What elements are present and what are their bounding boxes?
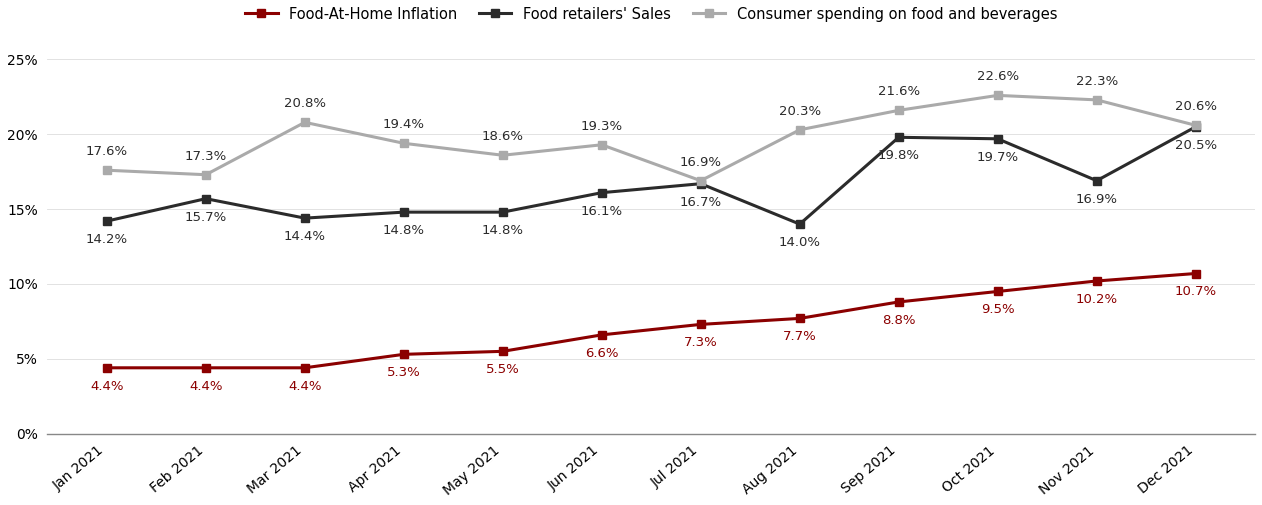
- Text: 14.0%: 14.0%: [779, 236, 820, 249]
- Text: 18.6%: 18.6%: [482, 130, 524, 143]
- Consumer spending on food and beverages: [891, 108, 906, 114]
- Consumer spending on food and beverages: [1089, 97, 1104, 103]
- Food retailers' Sales: [100, 218, 115, 224]
- Text: 19.8%: 19.8%: [877, 149, 920, 162]
- Text: 16.7%: 16.7%: [680, 195, 722, 209]
- Text: 14.2%: 14.2%: [86, 233, 127, 246]
- Text: 20.5%: 20.5%: [1175, 139, 1217, 152]
- Text: 10.7%: 10.7%: [1175, 285, 1217, 298]
- Line: Food-At-Home Inflation: Food-At-Home Inflation: [103, 270, 1199, 372]
- Food-At-Home Inflation: [793, 316, 808, 322]
- Food-At-Home Inflation: [396, 351, 411, 358]
- Text: 20.8%: 20.8%: [284, 97, 326, 111]
- Text: 19.7%: 19.7%: [977, 151, 1018, 164]
- Line: Food retailers' Sales: Food retailers' Sales: [103, 123, 1199, 228]
- Food retailers' Sales: [396, 209, 411, 215]
- Consumer spending on food and beverages: [495, 152, 510, 158]
- Food-At-Home Inflation: [594, 332, 610, 338]
- Food-At-Home Inflation: [1089, 278, 1104, 284]
- Text: 5.5%: 5.5%: [486, 363, 520, 376]
- Text: 20.6%: 20.6%: [1175, 100, 1217, 113]
- Food-At-Home Inflation: [693, 321, 708, 327]
- Consumer spending on food and beverages: [594, 142, 610, 148]
- Text: 4.4%: 4.4%: [90, 380, 124, 393]
- Text: 22.3%: 22.3%: [1075, 75, 1118, 88]
- Text: 16.9%: 16.9%: [680, 156, 722, 169]
- Food retailers' Sales: [991, 136, 1006, 142]
- Consumer spending on food and beverages: [396, 140, 411, 146]
- Food retailers' Sales: [793, 221, 808, 227]
- Line: Consumer spending on food and beverages: Consumer spending on food and beverages: [103, 91, 1199, 184]
- Text: 19.4%: 19.4%: [382, 118, 425, 131]
- Text: 14.8%: 14.8%: [382, 224, 425, 237]
- Text: 14.4%: 14.4%: [284, 230, 326, 243]
- Text: 22.6%: 22.6%: [977, 70, 1018, 83]
- Text: 5.3%: 5.3%: [387, 366, 420, 379]
- Consumer spending on food and beverages: [1188, 122, 1203, 128]
- Consumer spending on food and beverages: [991, 92, 1006, 98]
- Text: 4.4%: 4.4%: [288, 380, 322, 393]
- Text: 20.3%: 20.3%: [779, 105, 820, 118]
- Text: 16.9%: 16.9%: [1075, 193, 1118, 206]
- Consumer spending on food and beverages: [693, 178, 708, 184]
- Text: 10.2%: 10.2%: [1075, 293, 1118, 306]
- Text: 15.7%: 15.7%: [184, 211, 227, 224]
- Text: 17.3%: 17.3%: [184, 150, 227, 163]
- Food retailers' Sales: [495, 209, 510, 215]
- Text: 7.7%: 7.7%: [782, 330, 817, 343]
- Food-At-Home Inflation: [100, 365, 115, 371]
- Food retailers' Sales: [298, 215, 313, 221]
- Text: 21.6%: 21.6%: [877, 85, 920, 98]
- Consumer spending on food and beverages: [298, 119, 313, 125]
- Text: 19.3%: 19.3%: [581, 120, 623, 133]
- Food retailers' Sales: [1188, 124, 1203, 130]
- Food retailers' Sales: [693, 181, 708, 187]
- Food retailers' Sales: [891, 134, 906, 140]
- Consumer spending on food and beverages: [100, 167, 115, 173]
- Food retailers' Sales: [198, 195, 213, 201]
- Food-At-Home Inflation: [891, 299, 906, 305]
- Text: 16.1%: 16.1%: [581, 205, 623, 218]
- Consumer spending on food and beverages: [198, 172, 213, 178]
- Food-At-Home Inflation: [495, 348, 510, 355]
- Text: 9.5%: 9.5%: [981, 304, 1015, 317]
- Legend: Food-At-Home Inflation, Food retailers' Sales, Consumer spending on food and bev: Food-At-Home Inflation, Food retailers' …: [245, 7, 1058, 22]
- Text: 17.6%: 17.6%: [86, 145, 127, 158]
- Text: 14.8%: 14.8%: [482, 224, 524, 237]
- Food retailers' Sales: [594, 190, 610, 196]
- Text: 8.8%: 8.8%: [882, 314, 915, 327]
- Text: 4.4%: 4.4%: [189, 380, 222, 393]
- Food-At-Home Inflation: [991, 288, 1006, 294]
- Food-At-Home Inflation: [1188, 271, 1203, 277]
- Consumer spending on food and beverages: [793, 127, 808, 133]
- Food-At-Home Inflation: [198, 365, 213, 371]
- Text: 6.6%: 6.6%: [586, 347, 618, 360]
- Text: 7.3%: 7.3%: [684, 336, 718, 349]
- Food retailers' Sales: [1089, 178, 1104, 184]
- Food-At-Home Inflation: [298, 365, 313, 371]
